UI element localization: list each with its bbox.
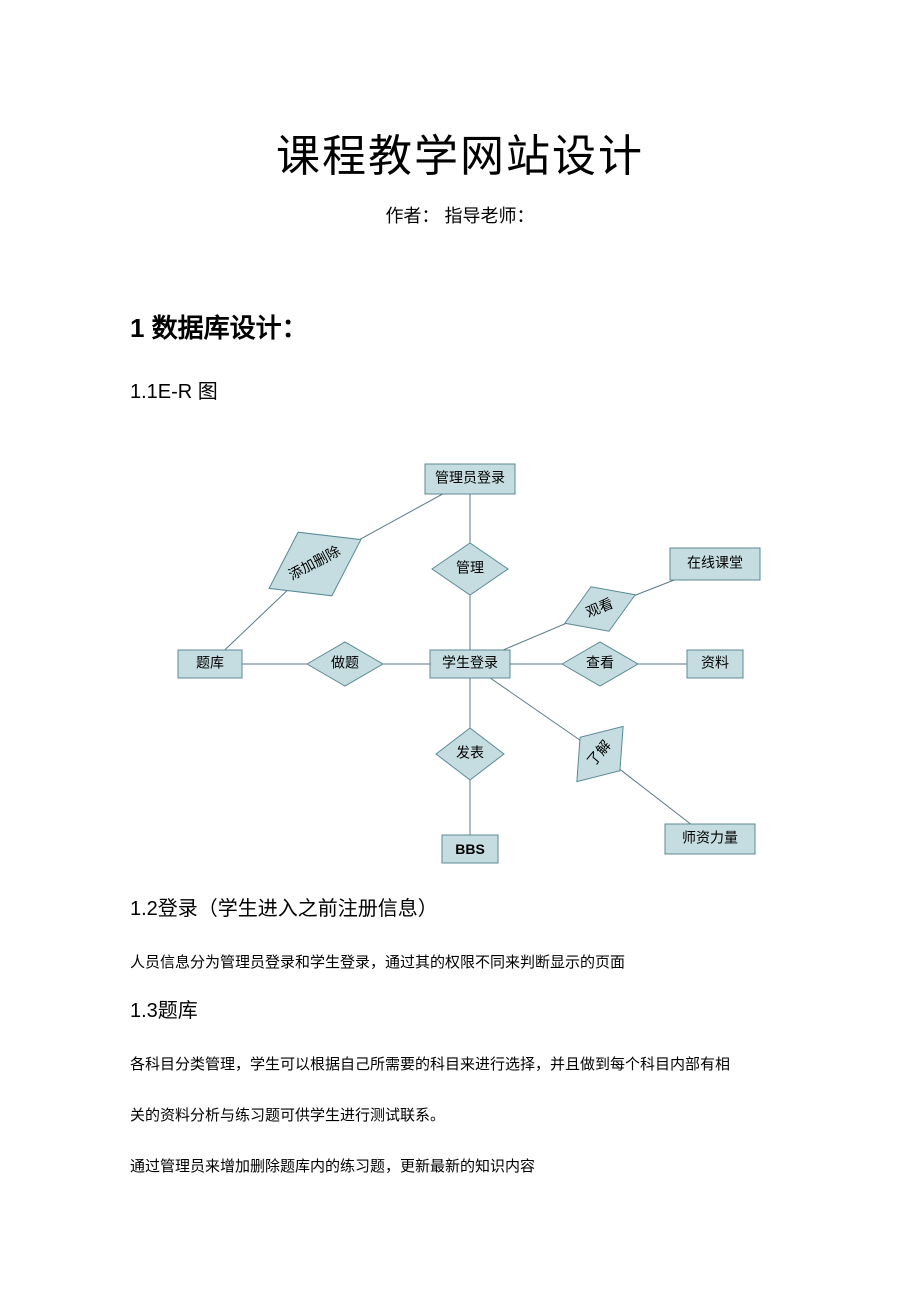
svg-text:在线课堂: 在线课堂	[687, 556, 743, 572]
er-relation-guanli: 管理	[432, 543, 508, 595]
svg-text:学生登录: 学生登录	[442, 656, 498, 672]
section-1-2-p1: 人员信息分为管理员登录和学生登录，通过其的权限不同来判断显示的页面	[130, 943, 790, 982]
section-1-heading: 1 数据库设计：	[130, 308, 790, 345]
er-relation-fabiao: 发表	[436, 728, 504, 780]
section-1-3-p3: 通过管理员来增加删除题库内的练习题，更新最新的知识内容	[130, 1147, 790, 1186]
section-1-3-heading: 1.3题库	[130, 994, 790, 1023]
section-1-3-p1: 各科目分类管理，学生可以根据自己所需要的科目来进行选择，并且做到每个科目内部有相	[130, 1045, 790, 1084]
er-entity-admin: 管理员登录	[425, 464, 515, 494]
er-entity-tiku: 题库	[178, 650, 242, 678]
er-relation-chakan: 查看	[562, 642, 638, 686]
er-entity-ziliao: 资料	[687, 650, 743, 678]
svg-text:管理员登录: 管理员登录	[435, 471, 505, 487]
svg-text:资料: 资料	[701, 656, 729, 672]
er-entity-bbs: BBS	[442, 835, 498, 863]
er-relation-guankan: 观看	[556, 573, 644, 646]
svg-text:BBS: BBS	[455, 841, 485, 857]
er-relation-addrm: 添加删除	[252, 508, 378, 620]
document-subtitle: 作者： 指导老师：	[130, 202, 790, 228]
er-diagram: 管理员登录学生登录 题库 在线课堂资料 BBS 师资力量 管理 添加删除做题 观看查看发表 了解	[150, 454, 770, 874]
er-entity-online: 在线课堂	[670, 548, 760, 580]
er-relation-liaojie: 了解	[557, 710, 643, 799]
er-relation-zuoti: 做题	[307, 642, 383, 686]
svg-text:师资力量: 师资力量	[682, 831, 738, 847]
section-1-2-heading: 1.2登录（学生进入之前注册信息）	[130, 892, 790, 921]
svg-text:管理: 管理	[456, 561, 484, 577]
svg-text:题库: 题库	[196, 656, 224, 672]
svg-text:发表: 发表	[456, 746, 484, 762]
er-entity-student: 学生登录	[430, 650, 510, 678]
er-entity-shizi: 师资力量	[665, 824, 755, 854]
section-1-3-p2: 关的资料分析与练习题可供学生进行测试联系。	[130, 1096, 790, 1135]
svg-text:查看: 查看	[586, 656, 614, 672]
svg-text:做题: 做题	[331, 656, 359, 672]
section-1-1-heading: 1.1E-R 图	[130, 375, 790, 404]
document-title: 课程教学网站设计	[130, 120, 790, 184]
